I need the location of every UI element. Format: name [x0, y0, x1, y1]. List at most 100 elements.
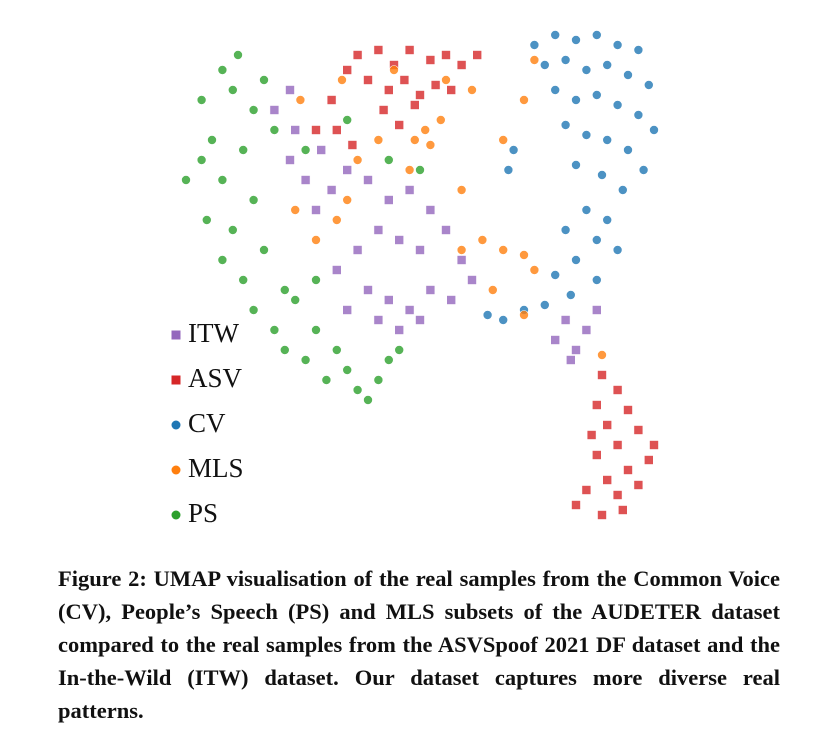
point — [285, 155, 295, 165]
point — [529, 40, 540, 50]
point — [597, 370, 607, 380]
point — [279, 285, 290, 295]
point — [342, 115, 353, 125]
point — [571, 500, 581, 510]
point — [352, 155, 363, 165]
point — [602, 60, 613, 70]
point — [373, 315, 384, 325]
point — [331, 345, 342, 355]
point — [248, 195, 259, 205]
point — [612, 385, 623, 395]
point — [560, 120, 571, 130]
point — [446, 295, 457, 305]
point — [612, 40, 623, 50]
legend-label: CV — [188, 408, 226, 438]
legend-swatch — [171, 465, 181, 475]
point — [311, 125, 321, 135]
point — [519, 95, 529, 105]
point — [623, 405, 633, 415]
point — [269, 125, 280, 135]
point — [352, 50, 363, 60]
point — [373, 225, 384, 235]
point — [602, 135, 613, 145]
point — [519, 250, 529, 260]
point — [300, 145, 311, 155]
point — [638, 165, 649, 175]
point — [181, 175, 191, 185]
point — [617, 505, 628, 515]
point — [571, 95, 581, 105]
point — [435, 115, 446, 125]
point — [383, 355, 394, 365]
point — [342, 195, 353, 205]
point — [321, 375, 332, 385]
point — [529, 55, 540, 65]
point — [326, 95, 337, 105]
point — [565, 290, 576, 300]
point — [347, 140, 358, 150]
point — [643, 80, 654, 90]
point — [623, 70, 633, 80]
point — [612, 245, 623, 255]
legend-swatch — [171, 375, 181, 385]
point — [508, 145, 519, 155]
point — [373, 375, 384, 385]
point — [394, 120, 405, 130]
point — [612, 490, 623, 500]
point — [331, 265, 342, 275]
point — [550, 270, 561, 280]
point — [456, 60, 467, 70]
point — [378, 105, 389, 115]
point — [472, 50, 483, 60]
point — [571, 255, 581, 265]
point — [550, 30, 561, 40]
point — [649, 125, 659, 135]
point — [373, 135, 384, 145]
point — [383, 195, 394, 205]
point — [389, 65, 399, 75]
legend-label: ASV — [188, 363, 243, 393]
point — [342, 305, 353, 315]
point — [456, 255, 467, 265]
point — [581, 485, 592, 495]
point — [394, 345, 405, 355]
point — [394, 235, 405, 245]
point — [248, 305, 259, 315]
point — [633, 425, 644, 435]
point — [363, 395, 373, 405]
point — [207, 135, 217, 145]
point — [363, 285, 373, 295]
point — [581, 130, 592, 140]
point — [285, 85, 295, 95]
point — [337, 75, 347, 85]
point — [586, 430, 597, 440]
point — [425, 140, 436, 150]
point — [591, 400, 602, 410]
legend-label: MLS — [188, 453, 244, 483]
point — [467, 85, 477, 95]
point — [456, 245, 467, 255]
point — [196, 155, 207, 165]
point — [311, 235, 321, 245]
point — [441, 225, 451, 235]
point — [352, 245, 363, 255]
point — [331, 215, 342, 225]
point — [498, 245, 509, 255]
point — [519, 310, 529, 320]
point — [581, 65, 592, 75]
point — [498, 135, 509, 145]
point — [597, 510, 607, 520]
legend-label: ITW — [188, 318, 239, 348]
point — [529, 265, 540, 275]
point — [602, 420, 613, 430]
point — [597, 170, 607, 180]
point — [430, 80, 441, 90]
point — [290, 295, 301, 305]
point — [539, 300, 550, 310]
point — [425, 55, 436, 65]
point — [643, 455, 654, 465]
point — [300, 175, 311, 185]
point — [383, 85, 394, 95]
point — [383, 295, 394, 305]
point — [617, 185, 628, 195]
